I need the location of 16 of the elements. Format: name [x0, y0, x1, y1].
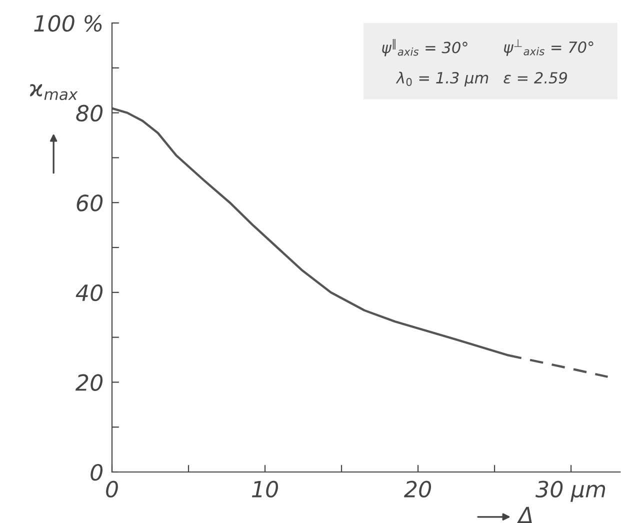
- y-tick-label: 100 %: [34, 14, 102, 32]
- y-tick-label: 80: [76, 104, 103, 122]
- annotation: ψ$^{∥}$$_{axis}$ = 30°: [382, 38, 468, 56]
- x-tick-label: 30 µm: [536, 480, 606, 502]
- y-tick-label: 60: [76, 194, 103, 212]
- annotation: ε = 2.59: [504, 72, 567, 84]
- x-tick-label: 0: [106, 480, 118, 498]
- annotation: λ$_{0}$ = 1.3 µm: [396, 72, 488, 86]
- x-tick-label: 10: [252, 480, 278, 498]
- y-tick-label: 40: [76, 284, 103, 302]
- x-axis-title: Δ: [517, 506, 532, 523]
- x-tick-label: 20: [404, 480, 432, 498]
- y-axis-title: ϰ$_{max}$: [30, 84, 78, 100]
- y-tick-label: 0: [90, 464, 103, 481]
- annotation: ψ$^{⊥}$$_{axis}$ = 70°: [504, 39, 594, 56]
- y-tick-label: 20: [75, 374, 103, 391]
